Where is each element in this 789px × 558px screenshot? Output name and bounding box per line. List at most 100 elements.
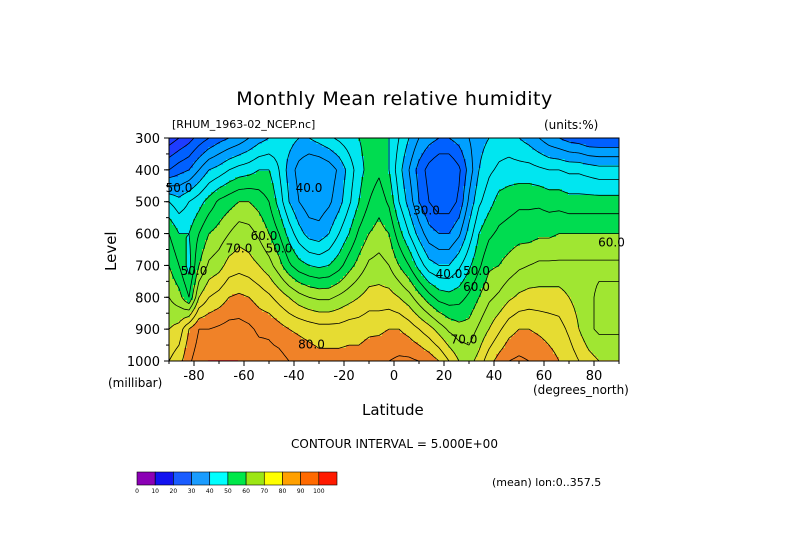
field-cell bbox=[268, 345, 272, 349]
field-cell bbox=[271, 321, 275, 325]
field-cell bbox=[232, 147, 236, 151]
field-cell bbox=[346, 141, 350, 145]
field-cell bbox=[289, 276, 293, 280]
field-cell bbox=[223, 186, 227, 190]
field-cell bbox=[331, 258, 335, 262]
field-cell bbox=[277, 261, 281, 265]
field-cell bbox=[196, 327, 200, 331]
field-cell bbox=[337, 183, 341, 187]
field-cell bbox=[361, 315, 365, 319]
field-cell bbox=[283, 186, 287, 190]
field-cell bbox=[283, 261, 287, 265]
field-cell bbox=[202, 147, 206, 151]
field-cell bbox=[361, 330, 365, 334]
field-cell bbox=[274, 180, 278, 184]
field-cell bbox=[343, 228, 347, 232]
field-cell bbox=[319, 264, 323, 268]
field-cell bbox=[217, 282, 221, 286]
field-cell bbox=[325, 357, 329, 361]
field-cell bbox=[169, 354, 173, 358]
field-cell bbox=[181, 252, 185, 256]
field-cell bbox=[277, 315, 281, 319]
field-cell bbox=[205, 351, 209, 355]
field-cell bbox=[298, 252, 302, 256]
field-cell bbox=[232, 213, 236, 217]
field-cell bbox=[277, 228, 281, 232]
field-cell bbox=[340, 339, 344, 343]
field-cell bbox=[178, 270, 182, 274]
field-cell bbox=[331, 351, 335, 355]
field-cell bbox=[307, 267, 311, 271]
field-cell bbox=[361, 189, 365, 193]
field-cell bbox=[226, 174, 230, 178]
field-cell bbox=[289, 201, 293, 205]
field-cell bbox=[262, 186, 266, 190]
field-cell bbox=[349, 333, 353, 337]
field-cell bbox=[262, 315, 266, 319]
field-cell bbox=[199, 279, 203, 283]
field-cell bbox=[241, 201, 245, 205]
field-cell bbox=[334, 261, 338, 265]
field-cell bbox=[214, 204, 218, 208]
field-cell bbox=[322, 327, 326, 331]
field-cell bbox=[187, 195, 191, 199]
field-cell bbox=[355, 303, 359, 307]
field-cell bbox=[205, 243, 209, 247]
field-cell bbox=[319, 267, 323, 271]
field-cell bbox=[343, 342, 347, 346]
field-cell bbox=[271, 177, 275, 181]
field-cell bbox=[328, 276, 332, 280]
field-cell bbox=[328, 207, 332, 211]
field-cell bbox=[328, 189, 332, 193]
field-cell bbox=[316, 306, 320, 310]
field-cell bbox=[175, 348, 179, 352]
field-cell bbox=[247, 159, 251, 163]
field-cell bbox=[244, 312, 248, 316]
field-cell bbox=[178, 222, 182, 226]
field-cell bbox=[226, 351, 230, 355]
field-cell bbox=[223, 312, 227, 316]
field-cell bbox=[274, 174, 278, 178]
field-cell bbox=[325, 300, 329, 304]
field-cell bbox=[235, 156, 239, 160]
field-cell bbox=[268, 336, 272, 340]
field-cell bbox=[328, 162, 332, 166]
field-cell bbox=[298, 198, 302, 202]
field-cell bbox=[262, 324, 266, 328]
field-cell bbox=[352, 213, 356, 217]
field-cell bbox=[301, 153, 305, 157]
field-cell bbox=[226, 150, 230, 154]
field-cell bbox=[349, 279, 353, 283]
field-cell bbox=[319, 228, 323, 232]
field-cell bbox=[196, 264, 200, 268]
field-cell bbox=[313, 303, 317, 307]
field-cell bbox=[292, 327, 296, 331]
field-cell bbox=[307, 141, 311, 145]
field-cell bbox=[283, 168, 287, 172]
field-cell bbox=[262, 162, 266, 166]
field-cell bbox=[196, 336, 200, 340]
field-cell bbox=[352, 180, 356, 184]
field-cell bbox=[253, 282, 257, 286]
field-cell bbox=[355, 342, 359, 346]
field-cell bbox=[250, 315, 254, 319]
field-cell bbox=[220, 141, 224, 145]
field-cell bbox=[208, 171, 212, 175]
field-cell bbox=[280, 279, 284, 283]
field-cell bbox=[178, 144, 182, 148]
field-cell bbox=[328, 339, 332, 343]
field-cell bbox=[331, 198, 335, 202]
field-cell bbox=[319, 234, 323, 238]
field-cell bbox=[208, 354, 212, 358]
field-cell bbox=[208, 177, 212, 181]
field-cell bbox=[217, 336, 221, 340]
field-cell bbox=[244, 204, 248, 208]
field-cell bbox=[319, 297, 323, 301]
field-cell bbox=[217, 180, 221, 184]
field-cell bbox=[178, 279, 182, 283]
field-cell bbox=[190, 201, 194, 205]
chart-title: Monthly Mean relative humidity bbox=[236, 88, 553, 110]
field-cell bbox=[316, 354, 320, 358]
field-cell bbox=[262, 348, 266, 352]
field-cell bbox=[244, 270, 248, 274]
